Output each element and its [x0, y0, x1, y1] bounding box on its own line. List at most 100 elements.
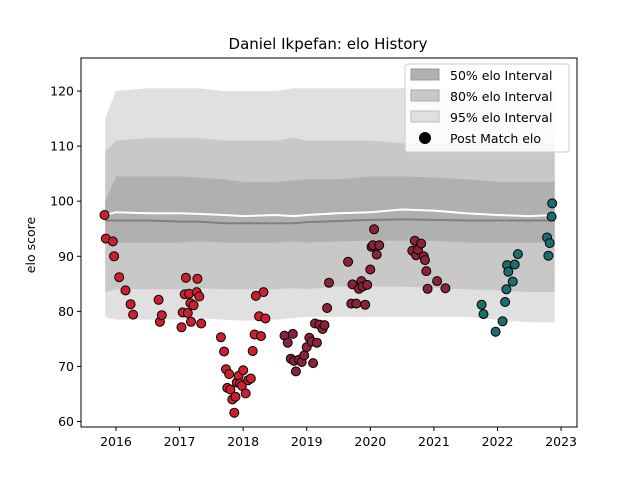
x-tick-label: 2016: [100, 434, 132, 449]
data-point: [509, 259, 520, 270]
data-point: [478, 309, 489, 320]
x-tick-label: 2018: [227, 434, 259, 449]
data-point: [194, 291, 205, 302]
data-point: [229, 407, 240, 418]
data-point: [543, 250, 554, 261]
x-tick-label: 2023: [545, 434, 577, 449]
data-point: [365, 264, 376, 275]
plot-frame: [80, 57, 578, 428]
legend-label-80: 80% elo Interval: [450, 89, 552, 104]
y-axis-label: elo score: [23, 217, 38, 274]
band-50-percent: [105, 176, 555, 243]
legend-label-50: 50% elo Interval: [450, 68, 552, 83]
median-line: [105, 218, 555, 225]
data-point: [238, 365, 249, 376]
data-point: [260, 313, 271, 324]
data-point: [180, 272, 191, 283]
data-point: [230, 391, 241, 402]
data-point: [322, 303, 333, 313]
post-match-points: [99, 198, 558, 418]
y-tick-label: 110: [50, 139, 74, 154]
data-point: [351, 298, 362, 309]
data-point: [182, 308, 193, 318]
data-point: [290, 366, 301, 377]
y-tick-label: 60: [58, 414, 74, 429]
data-point: [324, 277, 334, 288]
y-axis: 60 70 80 90 100 110 120: [50, 84, 81, 429]
x-tick-label: 2017: [164, 434, 196, 449]
data-point: [247, 346, 258, 356]
data-point: [176, 322, 187, 333]
x-axis: 2016 2017 2018 2019 2020 2021 2022 2023: [100, 427, 577, 449]
data-point: [432, 276, 443, 287]
legend-swatch-50: [410, 68, 440, 81]
data-point: [360, 299, 371, 310]
data-point: [374, 240, 385, 251]
data-point: [311, 337, 322, 348]
data-point: [343, 256, 354, 267]
data-point: [109, 251, 120, 262]
data-point: [128, 309, 139, 320]
data-point: [192, 273, 203, 284]
data-point: [114, 272, 125, 283]
y-tick-label: 100: [50, 194, 74, 209]
data-point: [107, 236, 118, 247]
legend-label-95: 95% elo Interval: [450, 110, 552, 125]
data-point: [186, 316, 196, 327]
data-point: [420, 255, 430, 266]
x-tick-label: 2022: [482, 434, 514, 449]
legend-swatch-95: [410, 110, 440, 123]
data-point: [547, 198, 558, 209]
data-point: [507, 276, 518, 287]
data-point: [422, 283, 433, 294]
data-point: [258, 287, 269, 298]
data-point: [188, 300, 199, 311]
data-point: [544, 238, 555, 249]
y-tick-label: 70: [58, 359, 74, 374]
data-point: [125, 299, 136, 310]
data-point: [416, 238, 427, 249]
legend-label-point: Post Match elo: [450, 131, 541, 146]
y-tick-label: 80: [58, 304, 74, 319]
data-point: [501, 284, 512, 295]
data-point: [319, 320, 330, 331]
data-point: [440, 283, 451, 294]
data-point: [282, 337, 293, 348]
data-point: [256, 331, 266, 342]
data-point: [225, 384, 236, 395]
data-point: [503, 266, 514, 277]
legend: 50% elo Interval 80% elo Interval 95% el…: [404, 63, 570, 153]
data-point: [546, 211, 557, 222]
data-point: [120, 285, 131, 296]
data-point: [99, 210, 110, 220]
data-point: [362, 279, 373, 290]
data-point: [219, 346, 230, 357]
mean-line: [104, 208, 555, 218]
legend-frame: [404, 63, 570, 153]
data-point: [156, 310, 167, 321]
data-point: [224, 369, 235, 380]
data-point: [196, 318, 207, 329]
x-tick-label: 2019: [291, 434, 323, 449]
data-point: [512, 249, 523, 260]
data-point: [215, 332, 226, 343]
y-tick-label: 90: [58, 249, 74, 264]
data-point: [308, 358, 319, 369]
data-point: [497, 316, 508, 327]
data-point: [245, 373, 256, 384]
chart-title: Daniel Ikpefan: elo History: [229, 35, 428, 53]
data-point: [287, 328, 298, 339]
data-point: [421, 266, 432, 277]
data-point: [153, 294, 164, 305]
x-tick-label: 2020: [354, 434, 386, 449]
legend-marker-point: [419, 132, 431, 144]
y-tick-label: 120: [50, 84, 74, 99]
data-point: [240, 388, 251, 399]
data-point: [490, 326, 501, 337]
x-tick-label: 2021: [418, 434, 450, 449]
data-point: [369, 224, 380, 235]
data-point: [371, 249, 382, 260]
data-point: [299, 350, 310, 361]
legend-swatch-80: [410, 89, 440, 102]
